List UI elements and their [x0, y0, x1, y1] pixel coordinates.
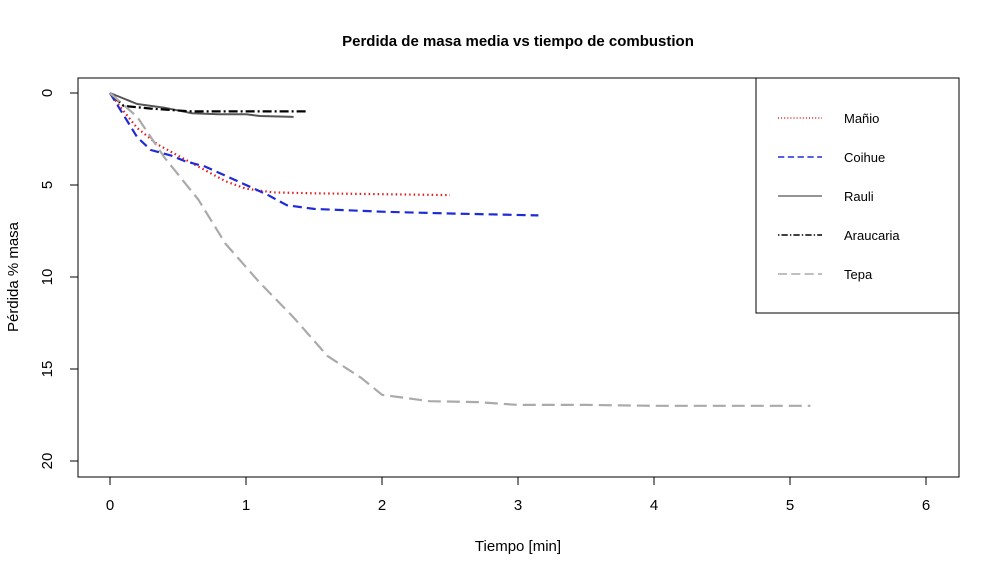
- y-tick-label: 5: [39, 181, 56, 189]
- legend-label-5: Tepa: [844, 267, 873, 282]
- y-tick-label: 10: [39, 269, 56, 286]
- x-axis: 0 1 2 3 4 5 6: [106, 476, 930, 514]
- x-tick-label: 2: [378, 497, 386, 514]
- series-line-2: [109, 92, 539, 217]
- x-tick-label: 4: [650, 497, 658, 514]
- x-axis-label: Tiempo [min]: [475, 538, 561, 555]
- legend-label-1: Mañio: [844, 111, 879, 126]
- x-tick-label: 5: [786, 497, 794, 514]
- x-tick-label: 3: [514, 497, 522, 514]
- series-line-3: [109, 92, 294, 118]
- x-tick-label: 1: [242, 497, 250, 514]
- x-tick-label: 0: [106, 497, 114, 514]
- x-tick-label: 6: [922, 497, 930, 514]
- legend-label-2: Coihue: [844, 150, 885, 165]
- series-line-4: [109, 92, 308, 113]
- series-layer: [109, 92, 811, 407]
- chart-title: Perdida de masa media vs tiempo de combu…: [342, 33, 694, 50]
- legend: Mañio Coihue Rauli Araucaria Tepa: [755, 77, 960, 314]
- y-tick-label: 0: [39, 89, 56, 97]
- legend-label-4: Araucaria: [844, 228, 900, 243]
- y-tick-label: 20: [39, 453, 56, 470]
- y-tick-label: 15: [39, 361, 56, 378]
- series-line-5: [109, 92, 811, 407]
- y-axis-label: Pérdida % masa: [5, 221, 22, 332]
- legend-label-3: Rauli: [844, 189, 874, 204]
- y-axis: 0 5 10 15 20: [39, 89, 79, 470]
